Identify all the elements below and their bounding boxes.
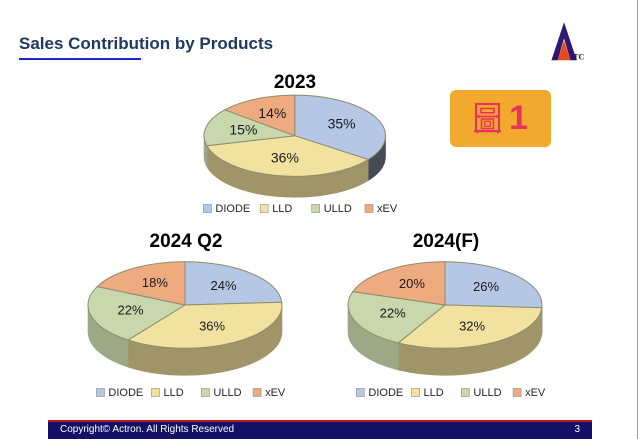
svg-text:ULLD: ULLD xyxy=(213,387,241,399)
svg-text:DIODE: DIODE xyxy=(368,387,403,399)
svg-text:xEV: xEV xyxy=(525,387,546,399)
svg-text:15%: 15% xyxy=(229,121,257,137)
svg-text:24%: 24% xyxy=(210,278,236,293)
svg-text:26%: 26% xyxy=(473,279,499,294)
svg-text:36%: 36% xyxy=(271,150,299,166)
svg-text:ULLD: ULLD xyxy=(473,387,501,399)
svg-text:36%: 36% xyxy=(199,318,225,333)
svg-text:xEV: xEV xyxy=(377,203,398,215)
svg-text:22%: 22% xyxy=(380,306,406,321)
svg-text:22%: 22% xyxy=(117,303,143,318)
svg-text:32%: 32% xyxy=(459,318,485,333)
svg-text:LLD: LLD xyxy=(424,387,444,399)
svg-text:ULLD: ULLD xyxy=(324,203,352,215)
svg-text:LLD: LLD xyxy=(164,387,184,399)
svg-text:DIODE: DIODE xyxy=(108,387,143,399)
svg-text:18%: 18% xyxy=(142,275,168,290)
svg-text:LLD: LLD xyxy=(272,203,292,215)
svg-text:xEV: xEV xyxy=(265,387,286,399)
svg-text:35%: 35% xyxy=(328,116,356,132)
svg-text:14%: 14% xyxy=(258,105,286,121)
svg-text:20%: 20% xyxy=(399,276,425,291)
svg-text:DIODE: DIODE xyxy=(215,203,250,215)
